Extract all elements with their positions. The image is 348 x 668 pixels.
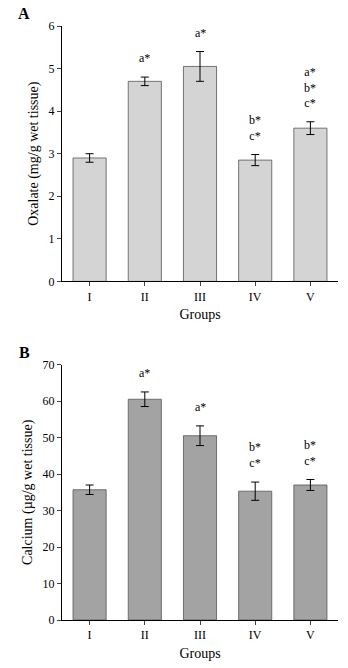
svg-text:40: 40 <box>43 467 55 481</box>
svg-text:30: 30 <box>43 504 55 518</box>
svg-text:a*: a* <box>139 366 150 380</box>
svg-text:60: 60 <box>43 394 55 408</box>
svg-text:V: V <box>306 628 315 642</box>
svg-text:IV: IV <box>249 628 262 642</box>
svg-text:4: 4 <box>49 104 55 118</box>
svg-text:a*b*c*: a*b*c* <box>304 65 316 110</box>
svg-text:a*: a* <box>139 51 150 65</box>
svg-text:I: I <box>88 628 92 642</box>
svg-text:B: B <box>19 344 30 361</box>
svg-text:b*c*: b*c* <box>249 113 261 143</box>
svg-text:Groups: Groups <box>179 646 220 661</box>
svg-text:V: V <box>306 290 315 304</box>
svg-text:II: II <box>141 290 149 304</box>
svg-text:A: A <box>18 5 30 22</box>
svg-text:5: 5 <box>49 62 55 76</box>
svg-text:Calcium (µg/g wet tissue): Calcium (µg/g wet tissue) <box>20 419 36 565</box>
svg-text:III: III <box>194 290 206 304</box>
svg-text:20: 20 <box>43 540 55 554</box>
svg-text:50: 50 <box>43 431 55 445</box>
svg-text:b*c*: b*c* <box>249 440 261 470</box>
svg-text:a*: a* <box>195 26 206 40</box>
svg-text:10: 10 <box>43 577 55 591</box>
svg-text:0: 0 <box>49 275 55 289</box>
svg-text:Groups: Groups <box>179 307 220 322</box>
svg-text:2: 2 <box>49 189 55 203</box>
svg-text:IV: IV <box>249 290 262 304</box>
svg-text:Oxalate (mg/g wet tissue): Oxalate (mg/g wet tissue) <box>26 81 42 226</box>
svg-text:1: 1 <box>49 232 55 246</box>
svg-text:III: III <box>194 628 206 642</box>
svg-text:6: 6 <box>49 19 55 33</box>
svg-text:0: 0 <box>49 613 55 627</box>
svg-text:3: 3 <box>49 147 55 161</box>
svg-text:I: I <box>88 290 92 304</box>
svg-text:70: 70 <box>43 358 55 372</box>
svg-text:a*: a* <box>195 400 206 414</box>
svg-text:II: II <box>141 628 149 642</box>
svg-text:b*c*: b*c* <box>304 438 316 468</box>
